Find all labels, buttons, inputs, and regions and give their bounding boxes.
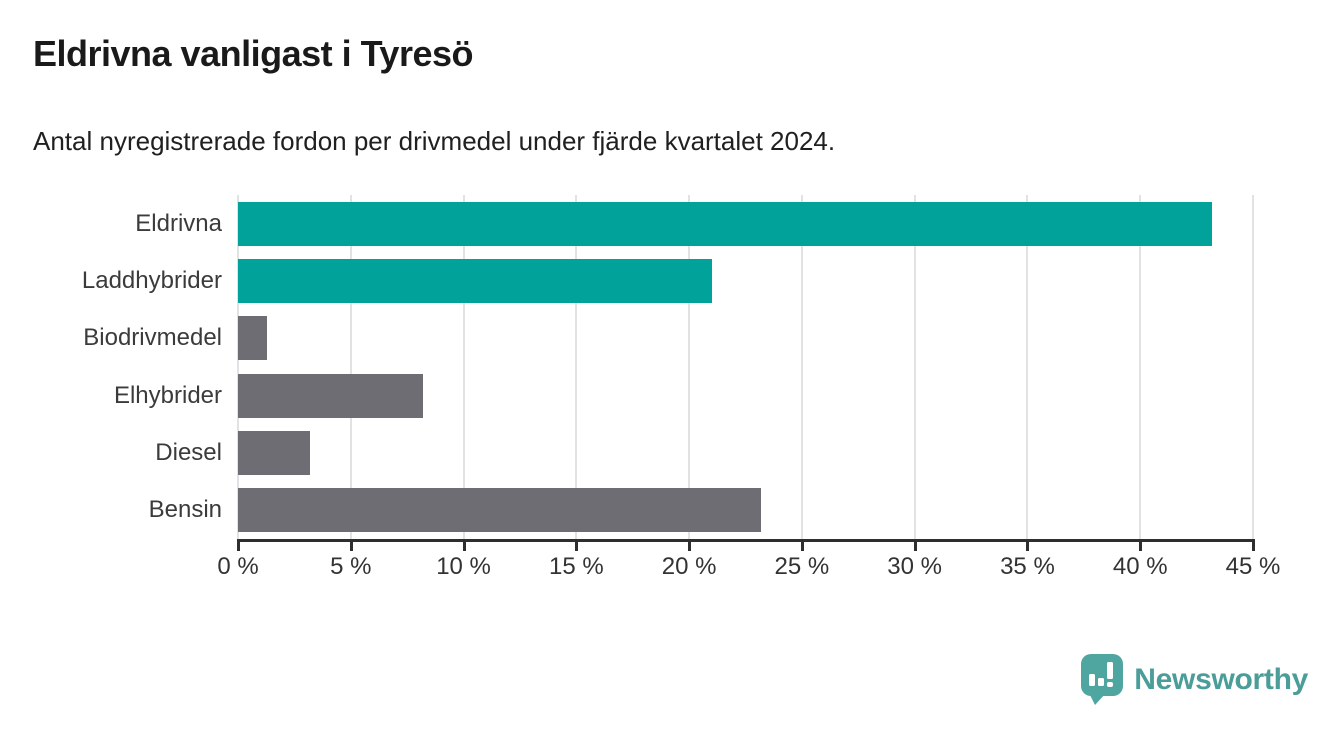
category-label-eldrivna: Eldrivna: [135, 209, 222, 237]
x-axis-line: [237, 539, 1255, 542]
category-label-bensin: Bensin: [148, 496, 222, 524]
newsworthy-brand-link[interactable]: Newsworthy: [1080, 653, 1308, 706]
x-tick-25: [800, 542, 804, 551]
gridline-35: [1026, 195, 1029, 539]
x-tick-label-0: 0 %: [217, 553, 259, 580]
chart-title: Eldrivna vanligast i Tyresö: [33, 33, 474, 74]
gridline-30: [913, 195, 916, 539]
x-tick-45: [1252, 542, 1255, 551]
x-tick-label-10: 10 %: [436, 553, 491, 580]
x-tick-label-15: 15 %: [548, 553, 604, 580]
gridline-5: [349, 195, 352, 539]
category-label-elhybrider: Elhybrider: [113, 381, 222, 409]
x-tick-20: [688, 542, 692, 551]
gridline-40: [1139, 195, 1142, 539]
x-tick-5: [349, 542, 353, 551]
bar-bensin: [238, 488, 762, 533]
newsworthy-brand-text: Newsworthy: [1134, 662, 1308, 696]
x-tick-label-45: 45 %: [1225, 553, 1281, 580]
x-tick-15: [575, 542, 579, 551]
category-label-biodrivmedel: Biodrivmedel: [83, 324, 222, 352]
chart-subtitle: Antal nyregistrerade fordon per drivmede…: [33, 126, 836, 156]
x-tick-label-20: 20 %: [661, 553, 717, 580]
gridline-45: [1252, 195, 1254, 539]
x-tick-0: [237, 542, 240, 551]
x-tick-label-25: 25 %: [774, 553, 830, 580]
x-tick-label-30: 30 %: [887, 553, 942, 580]
x-tick-label-5: 5 %: [330, 553, 372, 580]
x-tick-label-35: 35 %: [1000, 553, 1055, 580]
x-tick-label-40: 40 %: [1112, 553, 1168, 580]
category-label-laddhybrider: Laddhybrider: [81, 267, 222, 294]
bar-diesel: [238, 431, 311, 475]
plot-area: [237, 195, 1254, 539]
x-tick-30: [913, 542, 917, 551]
gridline-15: [575, 195, 578, 539]
gridline-25: [800, 195, 803, 539]
gridline-0: [237, 195, 239, 539]
newsworthy-logo-icon: [1081, 654, 1124, 705]
bar-laddhybrider: [238, 259, 712, 303]
x-tick-40: [1139, 542, 1143, 551]
gridline-10: [462, 195, 465, 539]
bar-biodrivmedel: [238, 316, 268, 361]
category-label-diesel: Diesel: [155, 439, 222, 466]
bar-eldrivna: [238, 201, 1213, 246]
x-tick-10: [462, 542, 466, 551]
bar-elhybrider: [238, 373, 423, 418]
x-tick-35: [1026, 542, 1030, 551]
gridline-20: [688, 195, 691, 539]
